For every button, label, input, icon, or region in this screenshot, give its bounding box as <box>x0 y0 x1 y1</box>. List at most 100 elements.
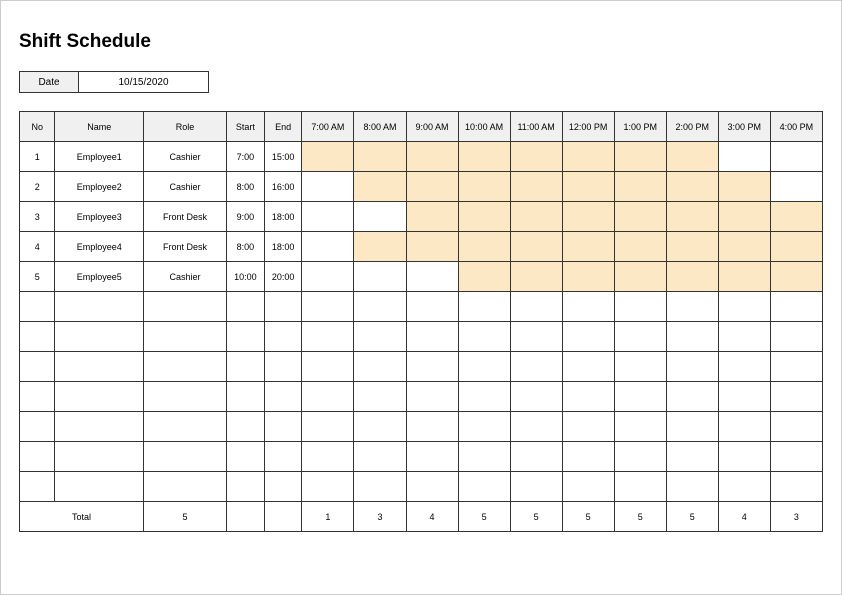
cell-start: 9:00 <box>227 202 265 232</box>
cell-start: 8:00 <box>227 172 265 202</box>
shift-cell <box>510 142 562 172</box>
table-foot: Total 5 1345555543 <box>20 502 823 532</box>
empty-cell <box>510 412 562 442</box>
empty-cell <box>55 382 144 412</box>
col-no-header: No <box>20 112 55 142</box>
shift-cell <box>770 172 822 202</box>
shift-cell <box>302 172 354 202</box>
table-row-empty <box>20 382 823 412</box>
shift-cell <box>458 172 510 202</box>
total-hour-cell: 5 <box>458 502 510 532</box>
table-body: 1Employee1Cashier7:0015:002Employee2Cash… <box>20 142 823 502</box>
cell-name: Employee2 <box>55 172 144 202</box>
shift-cell <box>354 172 406 202</box>
shift-cell <box>614 172 666 202</box>
empty-cell <box>458 352 510 382</box>
shift-cell <box>406 142 458 172</box>
empty-cell <box>20 412 55 442</box>
empty-cell <box>770 472 822 502</box>
empty-cell <box>510 442 562 472</box>
empty-cell <box>666 382 718 412</box>
empty-cell <box>144 412 227 442</box>
shift-cell <box>354 232 406 262</box>
shift-cell <box>458 142 510 172</box>
empty-cell <box>718 322 770 352</box>
total-hour-cell: 4 <box>406 502 458 532</box>
empty-cell <box>770 382 822 412</box>
shift-cell <box>666 202 718 232</box>
empty-cell <box>302 472 354 502</box>
table-row-empty <box>20 352 823 382</box>
col-role-header: Role <box>144 112 227 142</box>
cell-name: Employee1 <box>55 142 144 172</box>
empty-cell <box>666 292 718 322</box>
shift-cell <box>770 202 822 232</box>
total-row: Total 5 1345555543 <box>20 502 823 532</box>
shift-cell <box>614 202 666 232</box>
empty-cell <box>354 322 406 352</box>
date-value: 10/15/2020 <box>79 71 209 93</box>
col-hour-header: 3:00 PM <box>718 112 770 142</box>
shift-cell <box>562 232 614 262</box>
empty-cell <box>614 412 666 442</box>
total-hour-cell: 1 <box>302 502 354 532</box>
empty-cell <box>55 352 144 382</box>
table-head: No Name Role Start End 7:00 AM8:00 AM9:0… <box>20 112 823 142</box>
col-start-header: Start <box>227 112 265 142</box>
empty-cell <box>562 472 614 502</box>
empty-cell <box>770 442 822 472</box>
shift-cell <box>770 232 822 262</box>
empty-cell <box>302 382 354 412</box>
empty-cell <box>55 322 144 352</box>
shift-cell <box>718 172 770 202</box>
empty-cell <box>354 442 406 472</box>
table-row-empty <box>20 442 823 472</box>
col-hour-header: 2:00 PM <box>666 112 718 142</box>
empty-cell <box>55 442 144 472</box>
date-label: Date <box>19 71 79 93</box>
empty-cell <box>562 292 614 322</box>
empty-cell <box>770 322 822 352</box>
empty-cell <box>666 442 718 472</box>
empty-cell <box>264 352 302 382</box>
shift-cell <box>458 232 510 262</box>
total-hour-cell: 5 <box>614 502 666 532</box>
empty-cell <box>354 382 406 412</box>
empty-cell <box>458 442 510 472</box>
table-row-empty <box>20 322 823 352</box>
empty-cell <box>510 292 562 322</box>
empty-cell <box>354 412 406 442</box>
empty-cell <box>20 352 55 382</box>
cell-role: Cashier <box>144 262 227 292</box>
cell-no: 3 <box>20 202 55 232</box>
total-label: Total <box>20 502 144 532</box>
empty-cell <box>614 382 666 412</box>
cell-role: Cashier <box>144 142 227 172</box>
shift-cell <box>510 232 562 262</box>
empty-cell <box>144 442 227 472</box>
empty-cell <box>458 412 510 442</box>
shift-cell <box>718 232 770 262</box>
shift-cell <box>406 172 458 202</box>
cell-name: Employee5 <box>55 262 144 292</box>
page-container: Shift Schedule Date 10/15/2020 No Name R… <box>0 0 842 595</box>
empty-cell <box>354 472 406 502</box>
empty-cell <box>406 292 458 322</box>
empty-cell <box>718 442 770 472</box>
empty-cell <box>264 472 302 502</box>
empty-cell <box>614 292 666 322</box>
cell-no: 1 <box>20 142 55 172</box>
shift-cell <box>562 262 614 292</box>
empty-cell <box>666 322 718 352</box>
empty-cell <box>614 322 666 352</box>
empty-cell <box>354 352 406 382</box>
empty-cell <box>406 352 458 382</box>
shift-cell <box>666 262 718 292</box>
schedule-table: No Name Role Start End 7:00 AM8:00 AM9:0… <box>19 111 823 532</box>
empty-cell <box>458 292 510 322</box>
total-role-count: 5 <box>144 502 227 532</box>
total-hour-cell: 3 <box>770 502 822 532</box>
empty-cell <box>264 322 302 352</box>
empty-cell <box>510 382 562 412</box>
empty-cell <box>770 292 822 322</box>
